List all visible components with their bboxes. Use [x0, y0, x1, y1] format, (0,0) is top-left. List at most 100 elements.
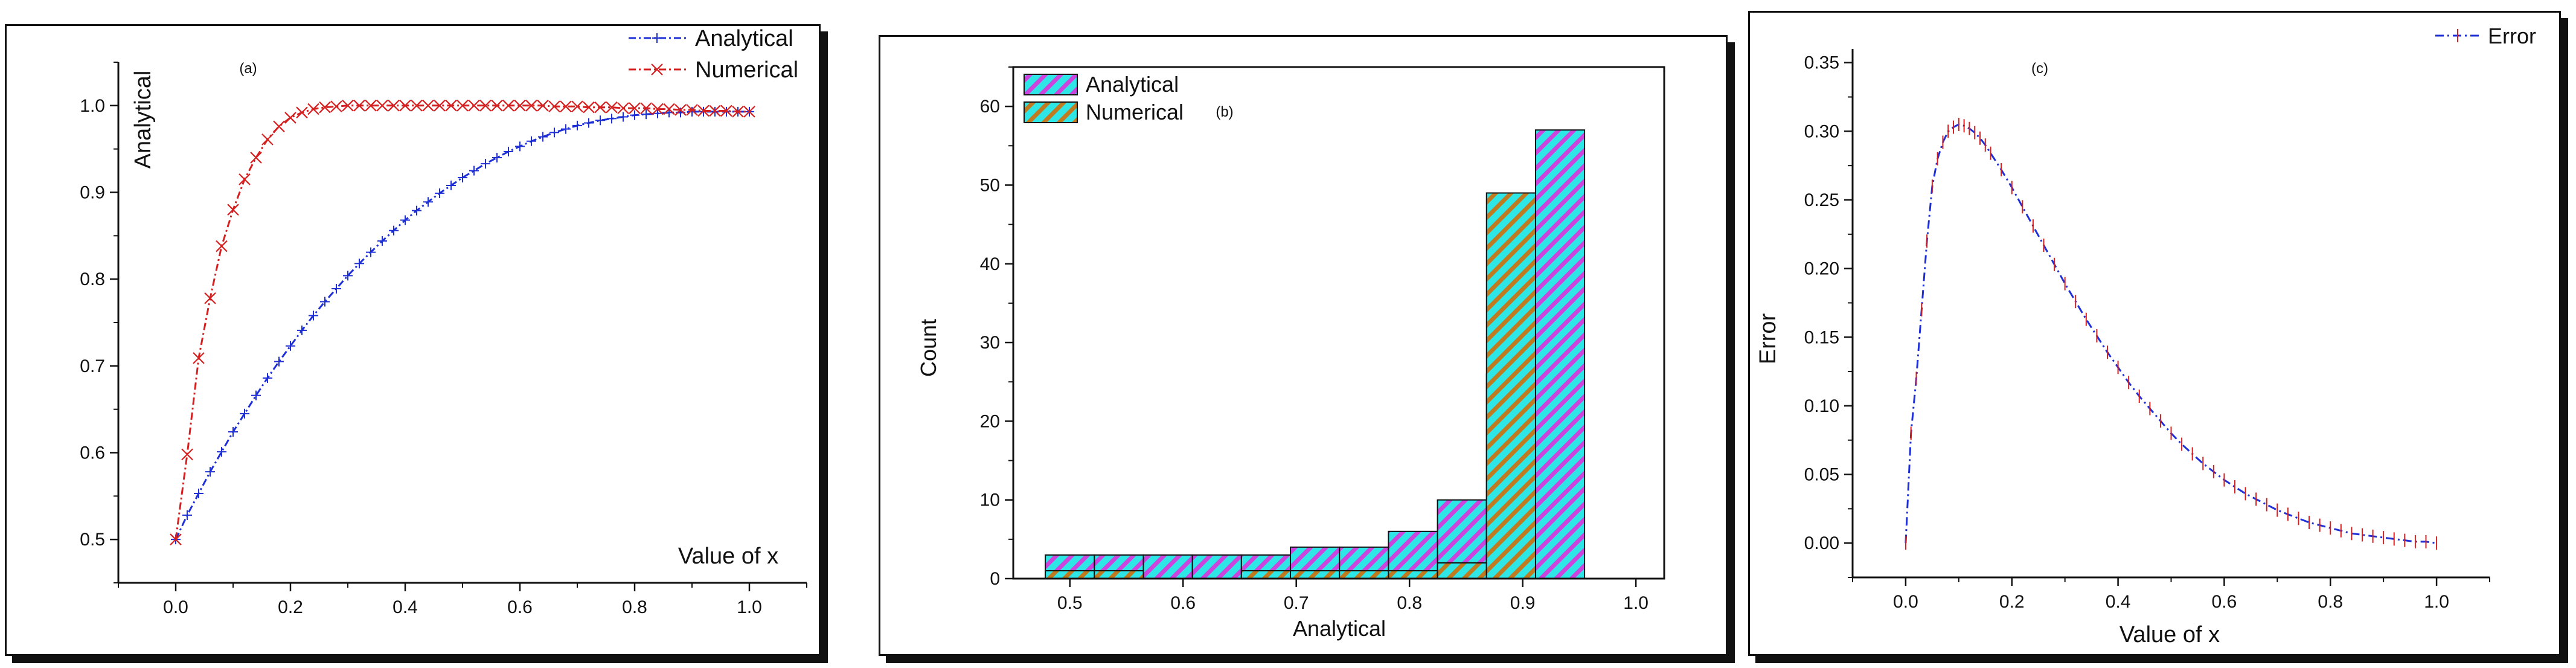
- y-tick-label: 0.9: [80, 183, 105, 203]
- data-point-numerical: [502, 100, 514, 112]
- x-tick-label: 0.2: [278, 597, 303, 617]
- legend-swatch-numerical: [1024, 101, 1078, 123]
- legend-marker-numerical: [651, 63, 663, 75]
- data-point-numerical: [674, 104, 687, 116]
- x-tick-label: 0.6: [1170, 593, 1196, 613]
- x-axis-title: Value of x: [678, 544, 778, 569]
- data-point-numerical: [686, 104, 698, 116]
- bar-numerical: [1388, 570, 1438, 580]
- x-tick-label: 0.4: [392, 597, 418, 617]
- bar-numerical: [1437, 562, 1487, 580]
- y-tick-label: 0.15: [1804, 327, 1839, 347]
- x-tick-label: 0.9: [1510, 593, 1536, 613]
- data-point-numerical: [560, 100, 572, 113]
- data-point-numerical: [216, 240, 228, 252]
- data-point-numerical: [571, 100, 583, 113]
- y-tick-label: 40: [980, 254, 1000, 274]
- x-tick-label: 0.4: [2106, 592, 2131, 612]
- y-tick-label: 1.0: [80, 96, 105, 116]
- bar-numerical: [1485, 192, 1536, 579]
- data-point-numerical: [743, 106, 755, 118]
- legend-label-numerical: Numerical: [695, 57, 798, 83]
- chart-a-svg: 0.0 0.2 0.4 0.6 0.8 1.0 0.5 0.6 0.7 0.8 0.9 1.0 Anal…: [80, 26, 807, 617]
- bar-numerical: [1290, 570, 1341, 580]
- data-point-numerical: [606, 101, 618, 114]
- y-tick-label: 0.10: [1804, 396, 1839, 416]
- x-tick-label: 0.8: [2318, 592, 2343, 612]
- x-axis-title: Value of x: [2119, 622, 2220, 647]
- data-point-numerical: [204, 292, 216, 304]
- data-point-numerical: [342, 100, 354, 112]
- data-point-numerical: [388, 100, 400, 112]
- y-tick-label: 0.30: [1804, 121, 1839, 141]
- data-point-numerical: [411, 100, 423, 112]
- y-tick-label: 0.35: [1804, 53, 1839, 73]
- data-point-numerical: [353, 100, 365, 112]
- data-point-numerical: [239, 173, 251, 185]
- x-tick-label: 0.6: [2212, 592, 2237, 612]
- legend-label-analytical: Analytical: [1086, 72, 1179, 97]
- data-point-numerical: [445, 100, 457, 112]
- data-point-numerical: [709, 104, 721, 117]
- x-tick-label: 0.8: [1397, 593, 1422, 613]
- x-axis-title: Analytical: [1293, 616, 1386, 641]
- y-axis-title: Error: [1755, 313, 1781, 364]
- chart-c-svg: 0.0 0.2 0.4 0.6 0.8 1.0 0.00 0.05 0.10 0.15 0.20 0.…: [1755, 24, 2536, 647]
- data-point-numerical: [491, 100, 503, 112]
- data-point-numerical: [468, 100, 480, 112]
- legend-label-numerical: Numerical: [1086, 100, 1184, 124]
- y-tick-label: 0.7: [80, 356, 105, 376]
- y-tick-label: 0.00: [1804, 533, 1839, 553]
- legend-label-error: Error: [2488, 24, 2536, 48]
- x-tick-label: 0.7: [1284, 593, 1309, 613]
- data-point-numerical: [514, 100, 526, 112]
- bar-numerical: [1339, 570, 1389, 580]
- x-tick-label: 0.0: [163, 597, 188, 617]
- data-point-numerical: [434, 100, 446, 112]
- chart-panel-a: 0.0 0.2 0.4 0.6 0.8 1.0 0.5 0.6 0.7 0.8 0.9 1.0 Anal…: [5, 24, 821, 656]
- data-point-numerical: [193, 352, 205, 364]
- data-point-numerical: [365, 100, 377, 112]
- y-tick-label: 0.20: [1804, 259, 1839, 279]
- data-point-numerical: [457, 100, 469, 112]
- panel-label: (a): [239, 60, 257, 77]
- y-tick-label: 0: [990, 569, 1000, 589]
- data-point-numerical: [273, 120, 285, 133]
- bar-analytical: [1534, 129, 1586, 579]
- data-point-numerical: [720, 104, 732, 117]
- series-line-numerical: [175, 104, 749, 540]
- panel-label: (c): [2031, 60, 2048, 77]
- x-tick-label: 1.0: [737, 597, 762, 617]
- y-tick-label: 0.5: [80, 530, 105, 550]
- data-point-numerical: [663, 103, 675, 115]
- legend-label-analytical: Analytical: [695, 26, 793, 51]
- data-point-numerical: [732, 106, 744, 118]
- data-point-numerical: [296, 106, 308, 119]
- y-tick-label: 0.6: [80, 443, 105, 463]
- y-tick-label: 30: [980, 333, 1000, 353]
- data-point-numerical: [399, 100, 411, 112]
- data-point-numerical: [376, 100, 388, 112]
- x-tick-label: 0.5: [1057, 593, 1083, 613]
- x-tick-label: 0.8: [622, 597, 647, 617]
- data-point-numerical: [594, 101, 606, 114]
- series-line-error: [1905, 123, 2437, 544]
- x-tick-label: 1.0: [1623, 593, 1648, 613]
- x-tick-label: 0.0: [1893, 592, 1918, 612]
- data-point-numerical: [617, 102, 629, 114]
- data-point-numerical: [479, 100, 492, 112]
- data-point-numerical: [640, 102, 652, 114]
- y-tick-label: 50: [980, 175, 1000, 195]
- data-point-numerical: [284, 112, 296, 124]
- y-tick-label: 60: [980, 97, 1000, 117]
- y-tick-label: 0.8: [80, 269, 105, 289]
- x-tick-label: 0.6: [507, 597, 533, 617]
- data-point-numerical: [629, 102, 641, 114]
- data-point-numerical: [250, 152, 262, 164]
- chart-b-svg: 0.5 0.6 0.7 0.8 0.9 1.0 0 10 20 30 40 50 60 Analytica…: [916, 66, 1665, 641]
- bar-numerical: [1094, 570, 1144, 580]
- data-point-numerical: [307, 103, 319, 115]
- data-point-numerical: [537, 100, 549, 112]
- y-axis-title: Count: [916, 319, 941, 377]
- chart-panel-b: 0.5 0.6 0.7 0.8 0.9 1.0 0 10 20 30 40 50 60 Analytica…: [879, 35, 1728, 656]
